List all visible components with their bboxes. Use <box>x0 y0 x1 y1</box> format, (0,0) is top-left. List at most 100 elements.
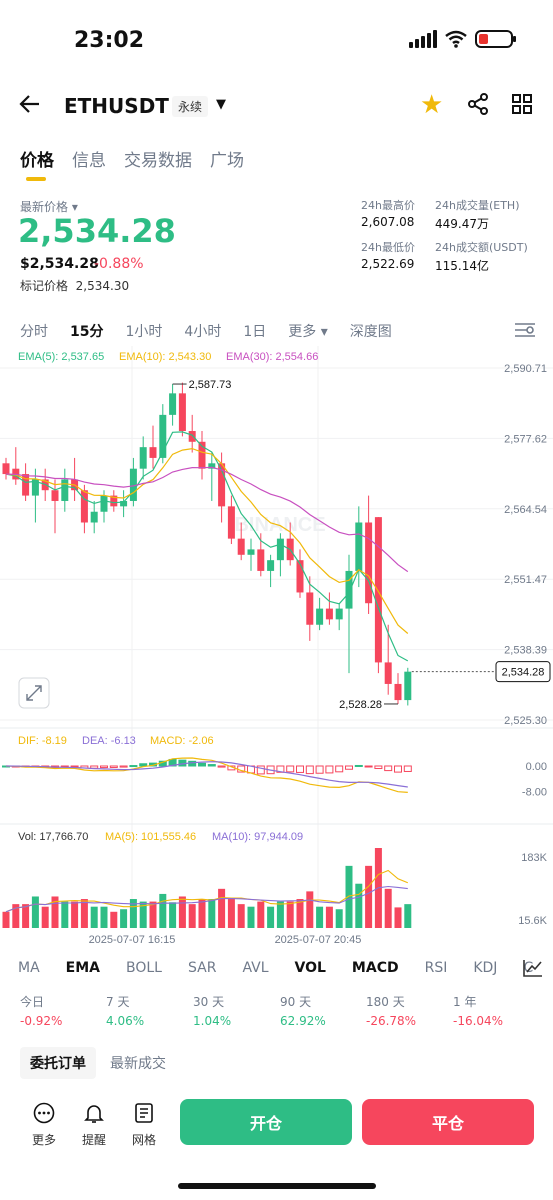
back-arrow-icon[interactable] <box>18 92 42 123</box>
volume-bar <box>365 865 373 928</box>
macd-bar <box>354 764 363 767</box>
alert-button[interactable]: 提醒 <box>74 1102 114 1148</box>
indicator-chart-icon[interactable] <box>522 958 544 982</box>
low-value: 2,522.69 <box>361 257 415 271</box>
alert-label: 提醒 <box>81 1133 106 1147</box>
candle-body <box>80 490 88 523</box>
macd-bar <box>217 765 226 768</box>
candle-body <box>296 560 304 593</box>
volume-bar <box>178 896 186 928</box>
candle-body <box>276 538 284 561</box>
candle-body <box>120 500 128 507</box>
interval-4h[interactable]: 4小时 <box>184 324 222 340</box>
candle-body <box>227 506 235 539</box>
macd-bar <box>335 765 344 773</box>
depth-chart-tab[interactable]: 深度图 <box>349 324 392 340</box>
vol-usdt-label: 24h成交额(USDT) <box>435 241 528 254</box>
indicator-ema[interactable]: EMA <box>65 960 100 976</box>
indicator-boll[interactable]: BOLL <box>126 960 162 976</box>
interval-15m[interactable]: 15分 <box>70 324 104 340</box>
volume-bar <box>345 865 353 928</box>
dif-line <box>5 757 408 793</box>
volume-bar <box>286 901 294 928</box>
symbol-title[interactable]: ETHUSDT <box>64 94 169 118</box>
tab-info[interactable]: 信息 <box>72 151 106 171</box>
grid-menu-icon[interactable] <box>512 94 532 118</box>
macd-bar <box>139 763 148 767</box>
status-icons <box>409 30 516 48</box>
volume-bar <box>218 888 226 928</box>
indicator-tabs: MA EMA BOLL SAR AVL VOL MACD RSI KDJ C <box>18 960 533 976</box>
mark-price: 标记价格 2,534.30 <box>20 277 129 294</box>
favorite-star-icon[interactable]: ★ <box>420 90 444 120</box>
interval-1d[interactable]: 1日 <box>243 324 267 340</box>
tab-square[interactable]: 广场 <box>210 151 244 171</box>
indicator-rsi[interactable]: RSI <box>424 960 448 976</box>
candlestick-chart[interactable]: 2,590.71 2,577.62 2,564.54 2,551.47 2,538.39… <box>0 346 553 946</box>
macd-bar <box>100 765 108 769</box>
macd-bar <box>296 765 304 773</box>
indicator-ma[interactable]: MA <box>18 960 40 976</box>
macd-bar <box>286 765 295 773</box>
low-label: 24h最低价 <box>361 241 415 254</box>
interval-more[interactable]: 更多 ▾ <box>288 324 328 340</box>
vol-tick-label: 15.6K <box>518 915 547 927</box>
main-tabs: 价格 信息 交易数据 广场 <box>20 146 244 181</box>
price-change: -0.88% <box>94 256 144 272</box>
grid-button[interactable]: 网格 <box>124 1102 164 1148</box>
candle-body <box>169 393 177 415</box>
more-icon <box>24 1102 64 1129</box>
candle-body <box>51 490 59 501</box>
interval-selector: 分时 15分 1小时 4小时 1日 更多 ▾ 深度图 <box>20 321 392 341</box>
share-icon[interactable] <box>466 92 490 120</box>
volume-bar <box>31 896 39 928</box>
candle-body <box>129 468 137 501</box>
price-tick-label: 2,564.54 <box>504 504 547 516</box>
indicator-avl[interactable]: AVL <box>242 960 269 976</box>
price-tick-label: 2,577.62 <box>504 433 547 445</box>
indicator-vol[interactable]: VOL <box>294 960 326 976</box>
bell-icon <box>74 1102 114 1129</box>
macd-bar <box>129 765 138 768</box>
ema30-line <box>5 466 409 573</box>
indicator-sar[interactable]: SAR <box>187 960 217 976</box>
candle-body <box>404 671 412 701</box>
perf-90d: 90 天 62.92% <box>280 995 326 1028</box>
perf-1y: 1 年 -16.04% <box>453 995 504 1028</box>
candle-body <box>22 474 30 496</box>
tab-recent-trades[interactable]: 最新成交 <box>110 1056 166 1072</box>
indicator-macd[interactable]: MACD <box>351 960 399 976</box>
current-price-label: 2,534.28 <box>502 667 545 679</box>
open-position-button[interactable]: 开仓 <box>180 1099 352 1145</box>
indicator-more[interactable]: C <box>523 960 534 976</box>
perf-today: 今日 -0.92% <box>20 995 63 1028</box>
symbol-dropdown-icon[interactable]: ▼ <box>216 97 226 112</box>
time-axis-label: 2025-07-07 16:15 <box>89 934 176 946</box>
candle-body <box>355 522 363 571</box>
more-button[interactable]: 更多 <box>24 1102 64 1148</box>
macd-bar <box>256 765 265 775</box>
vol-ma5-label: MA(5): 101,555.46 <box>105 831 196 843</box>
candle-body <box>198 441 206 469</box>
ema30-label: EMA(30): 2,554.66 <box>226 351 318 363</box>
candle-body <box>306 592 314 625</box>
macd-bar <box>109 765 118 768</box>
perf-7d: 7 天 4.06% <box>106 995 145 1028</box>
volume-bar <box>227 899 235 928</box>
indicator-kdj[interactable]: KDJ <box>473 960 498 976</box>
macd-tick-label: -8.00 <box>522 787 547 799</box>
interval-1h[interactable]: 1小时 <box>125 324 163 340</box>
last-price-label[interactable]: 最新价格 ▾ <box>20 200 78 214</box>
macd-bar <box>394 765 402 773</box>
chart-settings-icon[interactable] <box>514 321 536 343</box>
last-price: 2,534.28 <box>18 212 176 250</box>
tab-trading-data[interactable]: 交易数据 <box>124 151 192 171</box>
volume-bar <box>237 904 245 928</box>
macd-bar <box>345 765 353 770</box>
close-position-button[interactable]: 平仓 <box>362 1099 534 1145</box>
signal-icon <box>409 30 437 48</box>
interval-timeline[interactable]: 分时 <box>20 324 48 340</box>
tab-price[interactable]: 价格 <box>20 146 54 181</box>
volume-bar <box>12 904 20 928</box>
tab-open-orders[interactable]: 委托订单 <box>20 1047 96 1079</box>
